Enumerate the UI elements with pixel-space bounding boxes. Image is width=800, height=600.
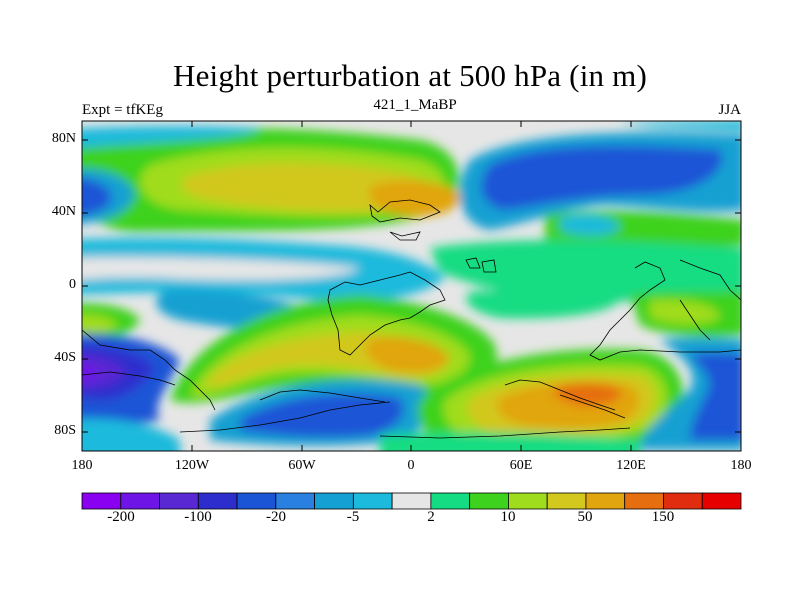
colorbar-swatch [701, 492, 742, 510]
lon-tick-label: 180 [730, 458, 752, 473]
colorbar-swatch [236, 492, 277, 510]
colorbar-swatch [469, 492, 509, 510]
coastline-south-america-west [82, 329, 216, 411]
colorbar-label: -20 [266, 509, 286, 525]
contour-fill [430, 240, 741, 303]
coastline-southern-ocean [82, 371, 176, 386]
contour-fill [82, 363, 100, 383]
contour-fill [380, 432, 640, 451]
coastline-europe [369, 199, 441, 223]
colorbar-label: 50 [577, 509, 593, 525]
contour-fill [82, 178, 112, 216]
contour-fill [466, 290, 620, 319]
contour-fill [82, 354, 125, 389]
colorbar-swatch [508, 492, 548, 510]
contour-fill [82, 257, 360, 281]
colorbar-swatch [81, 492, 122, 510]
case-label: 421_1_MaBP [373, 97, 457, 113]
coastlines [82, 199, 741, 439]
lat-tick-label: 40S [54, 350, 76, 365]
colorbar-swatch [430, 492, 471, 510]
contour-fill [368, 180, 461, 217]
coastline-kerguelen [559, 394, 626, 419]
colorbar-label: -200 [107, 509, 135, 525]
lon-tick-label: 180 [71, 458, 93, 473]
coastline-australia-east [679, 299, 711, 341]
coastline-africa [327, 271, 446, 356]
coastline-antarctica-west [179, 401, 391, 433]
contour-fill [481, 145, 722, 210]
colorbar-swatch [159, 492, 199, 510]
lon-tick-label: 60E [509, 458, 533, 473]
coastline-india [481, 259, 497, 273]
coastline-antarctic-peninsula [259, 389, 386, 403]
contour-fill [690, 352, 741, 440]
contour-fill [181, 162, 431, 212]
contour-fill [365, 337, 450, 373]
lon-tick-label: 60W [288, 458, 316, 473]
colorbar-swatch [120, 492, 160, 510]
lon-tick-label: 0 [407, 458, 415, 473]
map-title: Height perturbation at 500 hPa (in m) [172, 58, 648, 93]
colorbar-label: -100 [184, 509, 212, 525]
coastline-indian-ocean [504, 379, 616, 411]
experiment-label: Expt = tfKEg [82, 102, 163, 118]
colorbar-swatch [585, 492, 626, 510]
coastline-arabia [465, 257, 481, 269]
contour-fill [553, 383, 622, 406]
colorbar-swatch [546, 492, 587, 510]
contour-fill [620, 121, 741, 132]
colorbar-swatch [663, 492, 703, 510]
lon-tick-label: 120W [174, 458, 210, 473]
coastline-australia-north [679, 259, 741, 301]
contour-fill [82, 418, 180, 451]
lat-tick-label: 80N [51, 131, 76, 146]
contour-fill [82, 314, 118, 334]
colorbar-label: -5 [346, 509, 360, 525]
colorbar-label: 2 [427, 509, 435, 525]
season-label: JJA [718, 102, 741, 118]
lat-tick-label: 0 [69, 277, 76, 292]
axis-ticks [82, 121, 741, 451]
colorbar-swatch [314, 492, 354, 510]
coastline-mediterranean [389, 231, 421, 241]
colorbar-label: 150 [651, 509, 675, 525]
contour-fill [82, 125, 260, 148]
lat-tick-label: 80S [54, 423, 76, 438]
coastline-antarctica-east [379, 427, 631, 439]
colorbar [81, 492, 742, 510]
lon-tick-label: 120E [616, 458, 646, 473]
contour-fill [650, 299, 720, 325]
colorbar-label: 10 [500, 509, 516, 525]
contour-field [82, 121, 741, 451]
lat-tick-label: 40N [51, 204, 76, 219]
contour-fill [560, 214, 620, 236]
colorbar-swatch [275, 492, 315, 510]
colorbar-swatch [391, 492, 432, 510]
colorbar-swatch [197, 492, 238, 510]
colorbar-swatch [352, 492, 393, 510]
coastline-southeast-asia [589, 261, 741, 361]
colorbar-swatch [624, 492, 664, 510]
